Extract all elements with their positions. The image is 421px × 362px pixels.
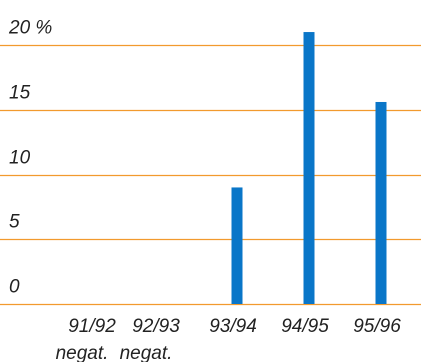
x-category-label: 94/95 — [281, 316, 329, 337]
y-tick-label: 20 % — [8, 18, 52, 39]
x-category-label: 92/93 — [132, 316, 180, 337]
grid-lines — [0, 44, 421, 306]
bars — [231, 32, 387, 305]
y-tick-label: 5 — [9, 212, 20, 233]
y-tick-label: 0 — [9, 277, 20, 298]
bar-94/95 — [303, 32, 315, 305]
x-category-label: 91/92 — [68, 316, 116, 337]
y-axis-tick-labels: 0 5 10 15 20 % — [8, 18, 52, 298]
bar-93/94 — [231, 187, 243, 304]
x-category-note: negat. — [56, 343, 109, 362]
y-tick-label: 15 — [9, 83, 31, 104]
x-category-label: 93/94 — [209, 316, 257, 337]
x-category-note: negat. — [120, 343, 173, 362]
y-tick-label: 10 — [9, 148, 31, 169]
bar-95/96 — [375, 101, 387, 304]
x-category-label: 95/96 — [353, 316, 401, 337]
